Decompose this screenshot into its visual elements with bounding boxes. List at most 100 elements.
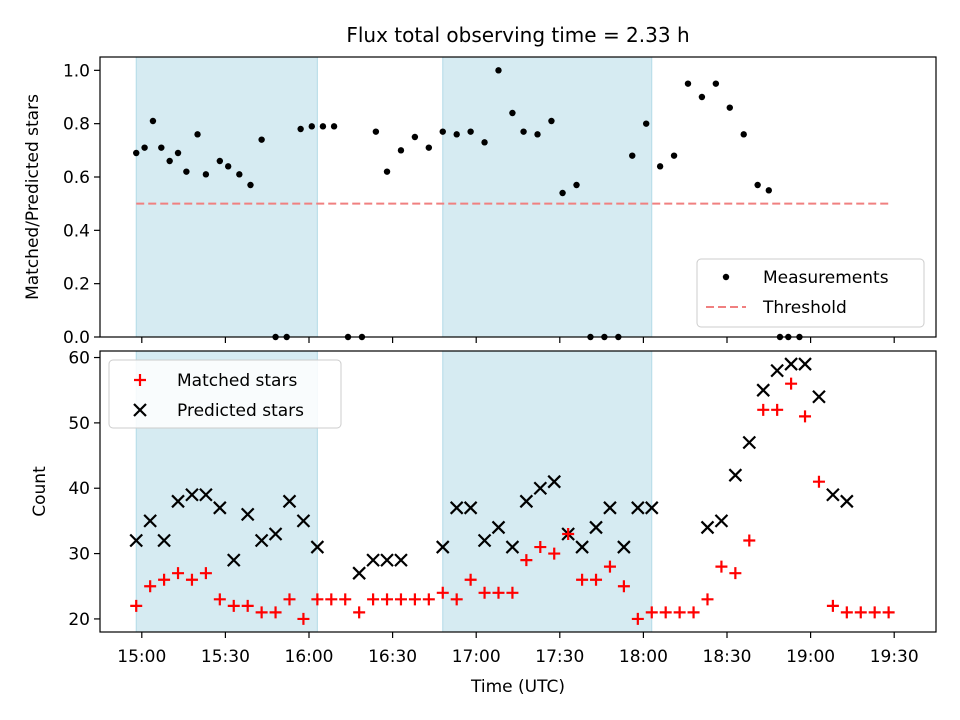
predicted-star-point xyxy=(756,383,771,397)
matched-star-point xyxy=(687,606,700,619)
measurement-point xyxy=(520,128,527,135)
matched-star-point xyxy=(283,593,296,606)
matched-star-point xyxy=(757,403,770,416)
measurement-point xyxy=(548,117,555,125)
predicted-star-point xyxy=(631,501,645,515)
matched-star-point xyxy=(464,573,477,586)
predicted-star-point xyxy=(310,540,325,554)
predicted-star-point xyxy=(435,540,450,554)
x-tick-label: 17:00 xyxy=(452,647,501,667)
measurement-point xyxy=(439,128,446,135)
matched-star-point xyxy=(478,586,491,599)
measurement-point xyxy=(642,120,650,127)
matched-star-point xyxy=(729,567,742,580)
matched-star-point xyxy=(631,612,644,625)
predicted-star-point xyxy=(366,553,380,567)
predicted-star-point xyxy=(826,487,840,502)
matched-star-point xyxy=(422,593,435,606)
matched-star-point xyxy=(408,593,421,606)
predicted-star-point xyxy=(352,566,366,580)
predicted-star-point xyxy=(213,501,227,515)
matched-star-point xyxy=(185,573,198,586)
top-legend: Measurements Threshold xyxy=(696,258,925,328)
matched-star-point xyxy=(812,475,825,488)
measurement-point xyxy=(495,67,502,74)
matched-star-point xyxy=(158,573,171,586)
predicted-star-point xyxy=(603,501,617,515)
x-tick-label: 19:00 xyxy=(786,647,835,667)
predicted-star-point xyxy=(157,533,171,548)
predicted-star-point xyxy=(240,507,255,522)
predicted-star-point xyxy=(171,494,185,509)
measurement-point xyxy=(670,152,678,159)
matched-star-point xyxy=(743,534,756,547)
measurement-point xyxy=(467,128,474,135)
measurement-point xyxy=(726,104,733,111)
measurement-point xyxy=(397,147,405,154)
matched-star-point xyxy=(534,541,547,554)
matched-star-point xyxy=(144,580,157,593)
matched-star-point xyxy=(548,547,561,560)
matched-star-point xyxy=(826,599,839,612)
matched-star-point xyxy=(255,606,268,619)
predicted-star-point xyxy=(199,487,213,502)
measurement-point xyxy=(166,157,173,165)
measurement-point xyxy=(297,125,304,133)
matched-star-point xyxy=(492,586,505,599)
top-y-tick-label: 0.4 xyxy=(63,221,90,241)
matched-star-point xyxy=(576,573,589,586)
matched-star-point xyxy=(562,527,575,540)
matched-star-point xyxy=(436,586,449,599)
predicted-star-point xyxy=(477,533,492,548)
matched-star-point xyxy=(590,573,603,586)
predicted-star-point xyxy=(840,494,854,509)
top-y-tick-label: 0.2 xyxy=(63,275,90,295)
measurement-point xyxy=(453,131,460,138)
matched-star-point xyxy=(659,606,672,619)
predicted-star-point xyxy=(394,553,408,567)
predicted-star-point xyxy=(812,389,826,404)
measurement-point xyxy=(765,187,772,194)
matched-star-point xyxy=(130,599,143,612)
measurement-point xyxy=(133,149,140,157)
measurement-point xyxy=(754,181,761,189)
predicted-star-point xyxy=(547,474,562,489)
measurement-point xyxy=(216,157,224,165)
matched-star-point xyxy=(520,554,533,567)
matched-star-point xyxy=(603,560,616,573)
matched-star-point xyxy=(799,410,812,423)
bottom-legend: Matched stars Predicted stars xyxy=(108,359,342,429)
measurement-point xyxy=(236,171,243,178)
measurement-point xyxy=(141,144,148,151)
matched-star-point xyxy=(882,606,895,619)
predicted-star-point xyxy=(519,494,534,509)
measurement-point xyxy=(698,93,706,101)
top-y-tick-label: 1.0 xyxy=(63,61,90,81)
top-shaded-intervals xyxy=(135,56,653,338)
predicted-star-point xyxy=(533,481,548,496)
legend-predicted-label: Predicted stars xyxy=(177,401,304,421)
measurement-point xyxy=(629,152,636,159)
predicted-star-point xyxy=(254,533,269,548)
matched-star-point xyxy=(381,593,394,606)
measurement-point xyxy=(534,131,541,138)
matched-star-point xyxy=(325,593,338,606)
measurement-point xyxy=(174,149,182,157)
bottom-panel: 20 30 40 50 60 15:00 15:30 16:00 16:30 17:00 17:30… xyxy=(30,349,937,697)
matched-star-point xyxy=(854,606,867,619)
predicted-star-point xyxy=(463,501,478,515)
predicted-star-point xyxy=(380,553,394,567)
matched-star-point xyxy=(269,606,282,619)
x-axis-label: Time (UTC) xyxy=(470,677,565,697)
predicted-star-point xyxy=(185,487,199,502)
predicted-star-point xyxy=(143,514,157,528)
x-tick-label: 16:00 xyxy=(285,647,334,667)
matched-star-point xyxy=(840,606,853,619)
matched-star-point xyxy=(394,593,407,606)
measurement-point xyxy=(158,144,165,151)
legend-matched-marker xyxy=(134,374,146,386)
predicted-star-point xyxy=(129,533,144,548)
matched-star-point xyxy=(450,593,463,606)
measurement-point xyxy=(740,131,747,138)
